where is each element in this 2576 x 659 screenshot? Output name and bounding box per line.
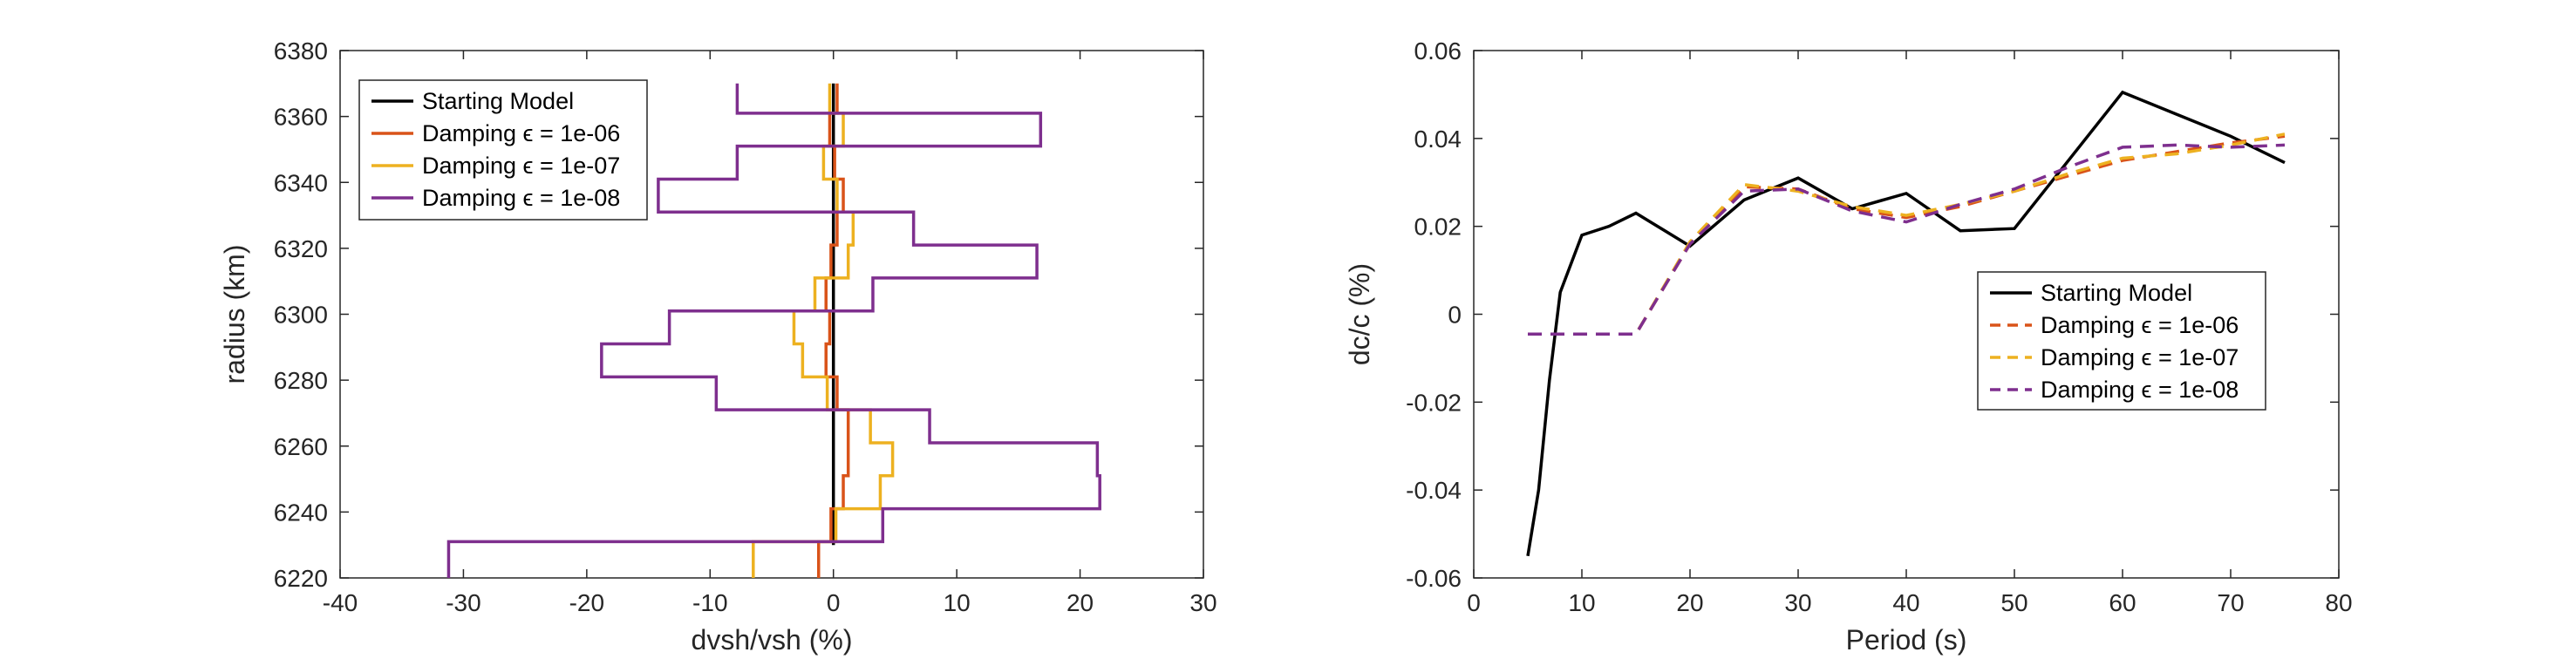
x-tick-label: 0 (1467, 589, 1481, 616)
series-line-4 (446, 83, 1101, 578)
y-tick-label: 6320 (274, 235, 328, 262)
x-tick-label: 40 (1892, 589, 1919, 616)
y-tick-label: 6220 (274, 565, 328, 592)
y-tick-label: 0.04 (1414, 126, 1462, 153)
y-tick-label: 6260 (274, 433, 328, 460)
series-group (446, 83, 1101, 578)
series-line-1 (1526, 90, 2286, 557)
x-tick-label: 50 (2000, 589, 2027, 616)
x-tick-label: 30 (1784, 589, 1811, 616)
y-tick-label: 0.02 (1414, 214, 1462, 241)
y-axis-label: dc/c (%) (1344, 263, 1375, 365)
x-tick-label: 10 (944, 589, 971, 616)
x-tick-label: 80 (2325, 589, 2352, 616)
x-tick-label: -20 (569, 589, 604, 616)
legend-box (1977, 271, 2266, 411)
y-tick-label: 6280 (274, 367, 328, 394)
x-tick-label: -30 (446, 589, 480, 616)
legend-label-2: Damping ϵ = 1e-06 (2041, 312, 2239, 338)
x-tick-label: 0 (827, 589, 841, 616)
y-tick-label: -0.02 (1406, 389, 1462, 416)
y-axis-label: radius (km) (219, 244, 250, 384)
y-tick-label: 6380 (274, 37, 328, 65)
x-tick-label: 70 (2217, 589, 2244, 616)
panel-dispersion-curve: 0 10 20 30 40 50 60 70 80 -0.06 -0.04 -0.02 0 0.02 0.0… (1344, 37, 2353, 656)
x-tick-label: 10 (1568, 589, 1595, 616)
series-line-4 (1528, 143, 2286, 336)
legend-label-3: Damping ϵ = 1e-07 (2041, 344, 2239, 370)
y-tick-label: 6360 (274, 104, 328, 131)
y-tick-label: 0.06 (1414, 37, 1462, 65)
series-group (1526, 90, 2286, 557)
x-axis-label: dvsh/vsh (%) (692, 624, 853, 656)
x-tick-label: 20 (1067, 589, 1094, 616)
legend-label-1: Starting Model (422, 88, 574, 114)
y-tick-label: 6300 (274, 302, 328, 329)
y-tick-label: -0.04 (1406, 477, 1462, 504)
x-axis-label: Period (s) (1846, 624, 1967, 656)
legend-label-4: Damping ϵ = 1e-08 (2041, 377, 2239, 403)
legend-label-3: Damping ϵ = 1e-07 (422, 153, 620, 179)
y-tick-label: -0.06 (1406, 565, 1462, 592)
series-line-3 (752, 83, 895, 578)
x-tick-label: -40 (323, 589, 358, 616)
panel-radius-profile: -40 -30 -20 -10 0 10 20 30 6220 6240 6260 6280 6300 6… (219, 37, 1217, 656)
x-tick-label: -10 (692, 589, 727, 616)
legend-label-4: Damping ϵ = 1e-08 (422, 185, 620, 211)
y-tick-label: 6340 (274, 169, 328, 196)
x-tick-label: 20 (1676, 589, 1703, 616)
legend-label-2: Damping ϵ = 1e-06 (422, 120, 620, 146)
x-tick-label: 30 (1189, 589, 1216, 616)
y-tick-label: 6240 (274, 499, 328, 526)
y-tick-label: 0 (1448, 302, 1462, 329)
x-tick-label: 60 (2109, 589, 2136, 616)
legend-label-1: Starting Model (2041, 280, 2192, 306)
